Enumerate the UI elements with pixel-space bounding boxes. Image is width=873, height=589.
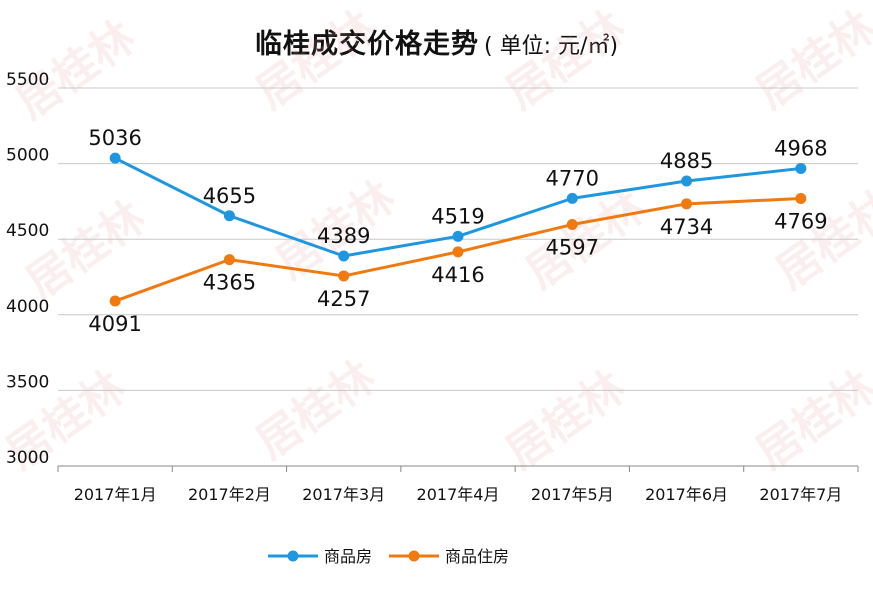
x-tick-label: 2017年6月	[645, 485, 728, 504]
x-tick-label: 2017年4月	[417, 485, 500, 504]
data-label: 4519	[431, 204, 484, 228]
data-point	[452, 246, 464, 258]
data-point	[223, 254, 235, 266]
data-label: 4389	[317, 224, 370, 248]
data-label: 4770	[546, 166, 599, 190]
data-point	[109, 152, 121, 164]
x-tick-label: 2017年7月	[759, 485, 842, 504]
data-label: 4885	[660, 149, 713, 173]
data-label: 4597	[546, 236, 599, 260]
watermark-text: 居桂林	[747, 362, 873, 479]
legend-marker	[408, 550, 420, 562]
data-point	[223, 210, 235, 222]
y-tick-label: 4500	[6, 221, 49, 241]
watermark-text: 居桂林	[17, 192, 154, 309]
y-tick-label: 3500	[6, 372, 49, 392]
data-point	[338, 250, 350, 262]
data-point	[795, 162, 807, 174]
series-layer	[109, 152, 807, 307]
legend-label: 商品房	[324, 547, 372, 566]
x-tick-label: 2017年2月	[188, 485, 271, 504]
chart-title: 临桂成交价格走势	[254, 29, 479, 60]
data-point	[109, 295, 121, 307]
legend: 商品房 商品住房	[268, 547, 509, 566]
data-point	[338, 270, 350, 282]
data-labels: 5036 4655 4389 4519 4770 4885 4968 4091 4365 4257…	[88, 126, 827, 336]
x-tick-label: 2017年3月	[302, 485, 385, 504]
watermark-text: 居桂林	[497, 362, 634, 479]
watermark-text: 居桂林	[247, 2, 384, 119]
data-point	[566, 219, 578, 231]
y-tick-label: 3000	[6, 448, 49, 468]
data-label: 4734	[660, 215, 713, 239]
legend-marker	[287, 550, 299, 562]
data-point	[452, 230, 464, 242]
axes: 3000 3500 4000 4500 5000 5500 2017年1月 2017年2月 20…	[6, 70, 859, 504]
data-label: 4257	[317, 287, 370, 311]
data-point	[795, 193, 807, 205]
data-label: 4655	[203, 184, 256, 208]
y-tick-label: 5500	[6, 70, 49, 90]
data-point	[681, 198, 693, 210]
x-tick-label: 2017年5月	[531, 485, 614, 504]
chart-unit: ( 单位: 元/㎡)	[484, 34, 619, 59]
chart-title-block: 临桂成交价格走势 ( 单位: 元/㎡)	[0, 22, 873, 61]
watermark-text: 居桂林	[247, 352, 384, 469]
y-tick-label: 4000	[6, 297, 49, 317]
data-label: 4416	[431, 263, 484, 287]
data-label: 4968	[774, 136, 827, 160]
data-point	[566, 192, 578, 204]
watermark-text: 居桂林	[497, 2, 634, 119]
data-label: 5036	[88, 126, 141, 150]
data-label: 4769	[774, 210, 827, 234]
y-tick-label: 5000	[6, 146, 49, 166]
watermark-text: 居桂林	[747, 2, 873, 119]
data-label: 4091	[88, 312, 141, 336]
data-label: 4365	[203, 271, 256, 295]
data-point	[681, 175, 693, 187]
legend-label: 商品住房	[445, 547, 509, 566]
x-tick-label: 2017年1月	[74, 485, 157, 504]
